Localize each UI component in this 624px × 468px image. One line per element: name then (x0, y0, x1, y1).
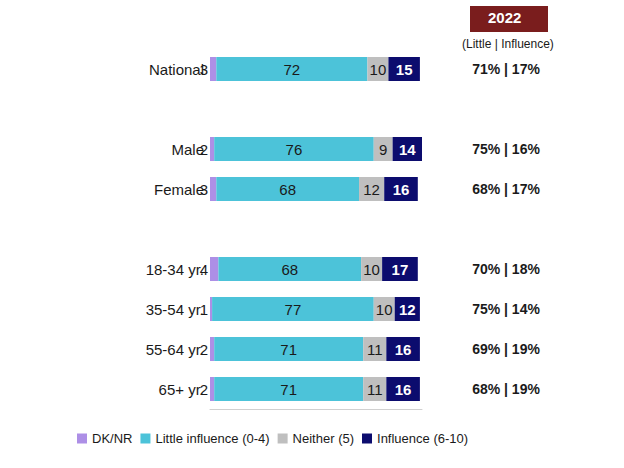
svg-text:1: 1 (200, 301, 208, 318)
svg-text:10: 10 (376, 301, 393, 318)
svg-text:70% | 18%: 70% | 18% (472, 261, 540, 277)
svg-text:16: 16 (395, 341, 412, 358)
svg-text:2: 2 (200, 381, 208, 398)
svg-text:Little influence (0-4): Little influence (0-4) (155, 431, 269, 446)
svg-text:2: 2 (200, 141, 208, 158)
svg-text:Influence (6-10): Influence (6-10) (377, 431, 468, 446)
svg-text:11: 11 (367, 381, 383, 398)
svg-text:DK/NR: DK/NR (92, 431, 132, 446)
svg-text:3: 3 (200, 181, 208, 198)
svg-text:Female: Female (154, 181, 204, 198)
svg-text:68% | 19%: 68% | 19% (472, 381, 540, 397)
svg-text:76: 76 (286, 141, 303, 158)
svg-text:12: 12 (363, 181, 380, 198)
svg-text:12: 12 (399, 301, 416, 318)
svg-text:10: 10 (370, 61, 387, 78)
svg-text:65+ yr.: 65+ yr. (159, 381, 204, 398)
svg-text:16: 16 (393, 181, 410, 198)
svg-text:71: 71 (280, 381, 297, 398)
svg-text:National: National (149, 61, 204, 78)
svg-text:68: 68 (279, 181, 296, 198)
svg-text:71% | 17%: 71% | 17% (472, 61, 540, 77)
svg-text:15: 15 (396, 61, 413, 78)
svg-text:14: 14 (399, 141, 416, 158)
svg-text:75% | 16%: 75% | 16% (472, 141, 540, 157)
svg-text:Neither (5): Neither (5) (293, 431, 354, 446)
svg-text:18-34 yr.: 18-34 yr. (146, 261, 204, 278)
svg-text:3: 3 (200, 61, 208, 78)
svg-text:Male: Male (171, 140, 204, 158)
svg-text:(Little | Influence): (Little | Influence) (462, 37, 554, 51)
svg-text:69% | 19%: 69% | 19% (472, 341, 540, 357)
svg-text:16: 16 (395, 381, 412, 398)
svg-text:9: 9 (379, 141, 387, 158)
svg-text:68% | 17%: 68% | 17% (472, 181, 540, 197)
svg-text:4: 4 (200, 261, 208, 278)
svg-text:68: 68 (281, 261, 298, 278)
svg-text:72: 72 (284, 61, 301, 78)
svg-text:71: 71 (280, 341, 297, 358)
svg-text:77: 77 (285, 301, 302, 318)
svg-text:17: 17 (392, 261, 409, 278)
svg-text:75% | 14%: 75% | 14% (472, 301, 540, 317)
svg-text:11: 11 (367, 341, 383, 358)
svg-text:55-64 yr.: 55-64 yr. (146, 341, 204, 358)
svg-text:10: 10 (363, 261, 380, 278)
svg-text:2022: 2022 (488, 9, 521, 26)
svg-text:35-54 yr.: 35-54 yr. (146, 301, 204, 318)
svg-text:2: 2 (200, 341, 208, 358)
